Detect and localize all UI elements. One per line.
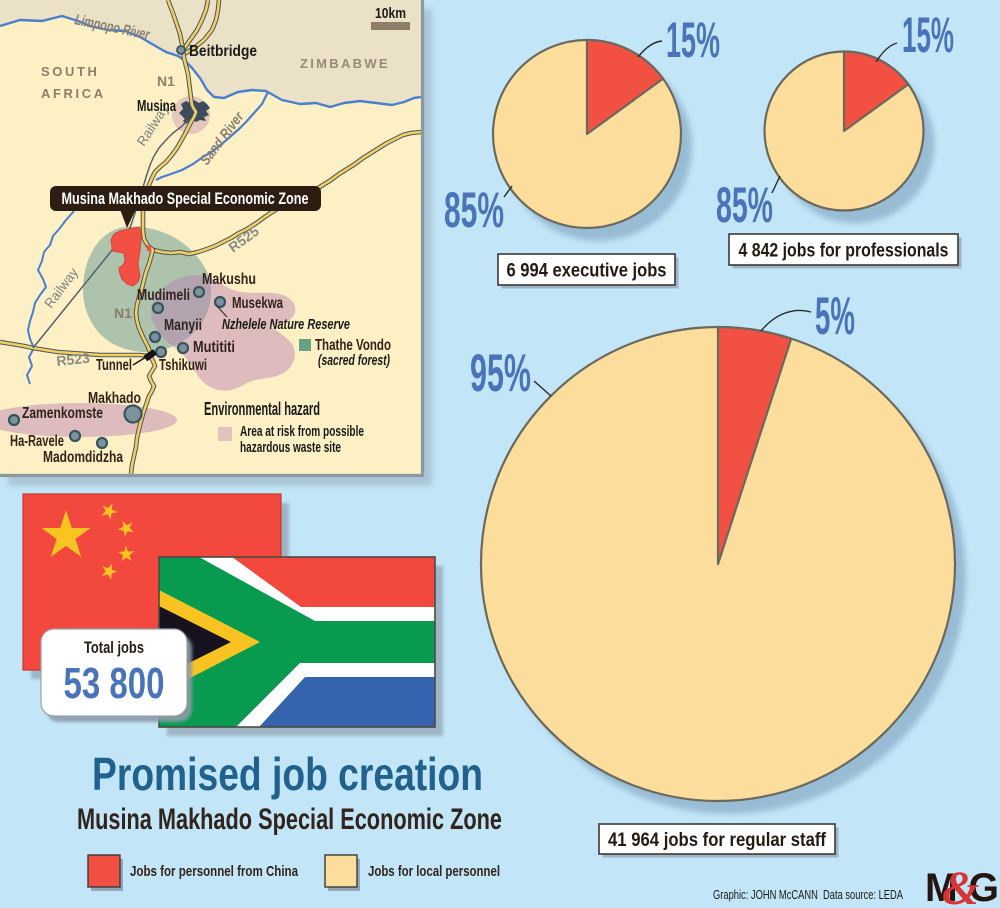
svg-text:Ha-Ravele: Ha-Ravele (10, 433, 64, 450)
svg-text:hazardous waste site: hazardous waste site (240, 440, 341, 456)
svg-text:Thathe Vondo: Thathe Vondo (315, 337, 391, 354)
svg-text:53 800: 53 800 (64, 659, 165, 708)
svg-text:Nzhelele Nature Reserve: Nzhelele Nature Reserve (222, 316, 350, 333)
svg-text:10km: 10km (375, 5, 406, 22)
svg-text:Zamenkomste: Zamenkomste (22, 405, 103, 422)
svg-text:Musekwa: Musekwa (232, 295, 283, 312)
svg-text:Manyii: Manyii (164, 317, 202, 334)
svg-text:N1: N1 (157, 73, 175, 89)
svg-text:41 964 jobs for regular staff: 41 964 jobs for regular staff (608, 830, 827, 851)
svg-text:5%: 5% (815, 287, 855, 346)
svg-text:6 994 executive jobs: 6 994 executive jobs (507, 260, 667, 281)
svg-text:Total jobs: Total jobs (84, 638, 144, 657)
svg-text:Musina Makhado Special Economi: Musina Makhado Special Economic Zone (62, 190, 309, 208)
svg-text:R523: R523 (56, 350, 91, 369)
svg-text:95%: 95% (470, 344, 531, 403)
svg-text:Musina: Musina (137, 98, 176, 115)
svg-text:Tunnel: Tunnel (96, 357, 132, 374)
svg-text:Tshikuwi: Tshikuwi (159, 357, 207, 374)
svg-text:Jobs for local personnel: Jobs for local personnel (368, 863, 500, 880)
svg-text:15%: 15% (902, 7, 954, 63)
svg-text:Area at risk from possible: Area at risk from possible (240, 424, 364, 440)
svg-text:Graphic: JOHN McCANN Data sou: Graphic: JOHN McCANN Data source: LEDA (713, 888, 903, 902)
svg-text:SOUTH: SOUTH (41, 64, 100, 79)
svg-text:Mutititi: Mutititi (193, 339, 235, 356)
svg-text:Makushu: Makushu (202, 271, 256, 288)
svg-text:Promised job creation: Promised job creation (92, 748, 483, 800)
svg-text:Environmental hazard: Environmental hazard (204, 398, 320, 419)
svg-text:4 842 jobs for professionals: 4 842 jobs for professionals (739, 240, 949, 261)
svg-text:85%: 85% (444, 182, 504, 238)
svg-text:M G: M G (925, 866, 999, 908)
svg-text:Makhado: Makhado (88, 390, 141, 407)
svg-text:N1: N1 (114, 305, 132, 321)
svg-text:Jobs for personnel from China: Jobs for personnel from China (130, 863, 299, 880)
svg-text:(sacred forest): (sacred forest) (318, 353, 390, 369)
svg-text:ZIMBABWE: ZIMBABWE (300, 56, 390, 71)
svg-text:Madomdidzha: Madomdidzha (43, 449, 123, 466)
svg-text:&: & (942, 862, 979, 908)
svg-text:85%: 85% (716, 177, 773, 233)
svg-text:Mudimeli: Mudimeli (137, 287, 190, 304)
svg-text:15%: 15% (666, 12, 720, 68)
svg-text:Beitbridge: Beitbridge (189, 43, 257, 60)
svg-text:AFRICA: AFRICA (41, 86, 106, 101)
svg-text:Musina Makhado Special Economi: Musina Makhado Special Economic Zone (77, 803, 502, 836)
